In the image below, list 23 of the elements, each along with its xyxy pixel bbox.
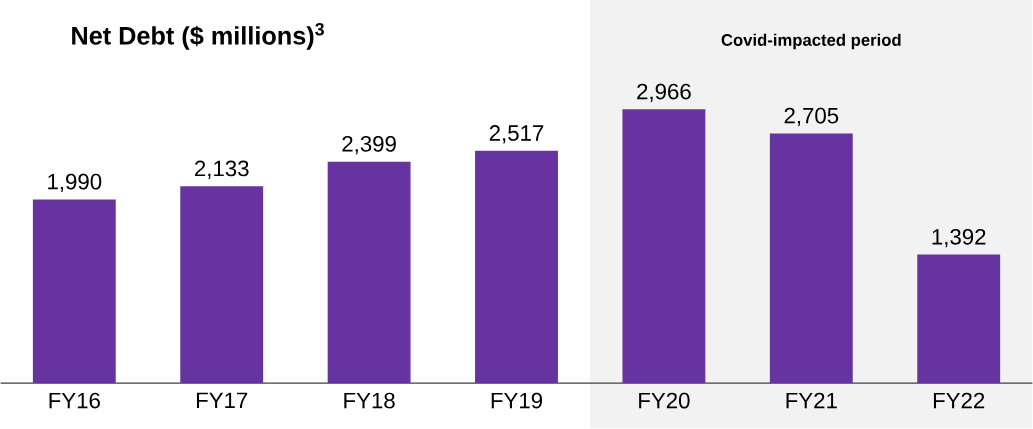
bar <box>32 199 116 384</box>
bar <box>622 109 706 384</box>
data-label: 1,990 <box>48 173 102 193</box>
bar <box>917 254 1001 384</box>
data-label: 2,517 <box>489 125 544 144</box>
bar <box>327 161 411 384</box>
x-tick-label: FY20 <box>639 392 690 409</box>
data-label: 2,399 <box>342 136 396 155</box>
x-tick-label: FY19 <box>491 392 543 409</box>
data-label: 2,705 <box>784 107 839 127</box>
x-tick-label: FY16 <box>49 392 100 409</box>
x-tick-label: FY18 <box>344 392 395 409</box>
data-label: 1,392 <box>932 229 986 248</box>
data-label: 2,133 <box>195 160 249 180</box>
band-label: Covid-impacted period <box>721 33 901 50</box>
chart-title: Net Debt ($ millions)$^{3}$ <box>72 23 324 50</box>
data-label: 2,966 <box>637 83 691 103</box>
bar <box>180 186 264 384</box>
bar <box>769 133 853 384</box>
x-tick-label: FY21 <box>786 392 837 409</box>
x-tick-label: FY17 <box>196 392 248 409</box>
x-tick-label: FY22 <box>933 392 985 409</box>
bar <box>475 150 558 384</box>
